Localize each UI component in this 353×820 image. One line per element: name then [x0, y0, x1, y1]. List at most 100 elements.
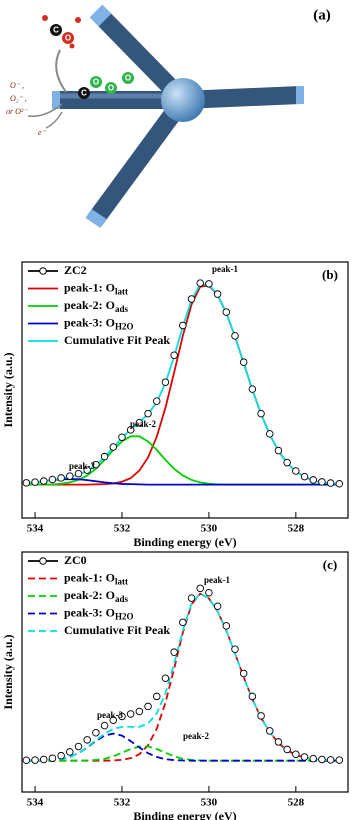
- data-point: [152, 692, 161, 701]
- data-point: [239, 669, 248, 678]
- ion-label: or O²⁻: [6, 107, 28, 116]
- data-point: [318, 755, 326, 764]
- data-point: [292, 467, 300, 475]
- data-point: [74, 742, 83, 751]
- data-point: [100, 721, 109, 730]
- data-point: [283, 458, 291, 467]
- atom: [90, 76, 102, 88]
- data-point: [283, 745, 291, 754]
- data-point: [213, 602, 222, 611]
- data-point: [144, 409, 152, 418]
- legend-label: Cumulative Fit Peak: [64, 333, 170, 347]
- particle: [42, 15, 48, 21]
- data-point: [31, 478, 39, 486]
- data-point: [126, 710, 135, 718]
- data-point: [231, 645, 239, 654]
- x-tick-label: 528: [288, 797, 305, 809]
- x-tick-label: 530: [201, 523, 218, 535]
- data-point: [126, 426, 135, 434]
- data-point: [257, 409, 265, 418]
- data-point: [48, 475, 57, 484]
- data-point: [205, 588, 213, 597]
- x-tick-label: 532: [114, 797, 131, 809]
- atom-symbol: O: [93, 78, 99, 87]
- data-point: [187, 295, 196, 303]
- data-point: [274, 738, 283, 746]
- data-point: [231, 332, 239, 340]
- data-point: [161, 378, 170, 386]
- legend-label: peak-3: OH2O: [64, 315, 134, 331]
- data-point: [66, 472, 74, 480]
- peak-annotation: peak-3: [97, 710, 124, 720]
- data-point: [266, 430, 274, 438]
- data-point: [100, 452, 109, 461]
- particle: [69, 43, 75, 49]
- peak-annotation: peak-3: [69, 461, 96, 471]
- data-point: [309, 754, 317, 763]
- legend-label: peak-1: Olatt: [64, 570, 128, 586]
- panel-label: (b): [322, 267, 338, 282]
- data-point: [179, 321, 187, 330]
- peak-annotation: peak-1: [212, 264, 239, 274]
- data-point: [318, 478, 326, 486]
- x-axis-label: Binding energy (eV): [133, 809, 236, 820]
- data-point: [300, 472, 309, 481]
- atom: [50, 24, 62, 36]
- legend-label: Cumulative Fit Peak: [64, 623, 170, 637]
- schematic: [27, 4, 304, 228]
- peak-annotation: peak-2: [130, 419, 157, 429]
- data-point: [48, 754, 57, 762]
- sphere: [161, 78, 205, 122]
- plot-frame: [21, 551, 349, 793]
- legend-marker: [39, 557, 47, 565]
- data-point: [205, 280, 213, 288]
- atom: [78, 87, 90, 99]
- x-tick-label: 532: [114, 523, 131, 535]
- atom-symbol: O: [65, 34, 71, 43]
- x-axis-label: Binding energy (eV): [133, 535, 236, 549]
- data-point: [170, 648, 178, 656]
- legend-label: peak-3: OH2O: [64, 605, 134, 621]
- legend-marker: [39, 267, 47, 275]
- arrow: [27, 103, 63, 117]
- data-point: [335, 756, 344, 764]
- data-point: [335, 479, 344, 488]
- data-point: [248, 385, 257, 393]
- data-point: [109, 443, 118, 451]
- data-point: [135, 418, 144, 427]
- legend-label: peak-2: Oads: [64, 298, 129, 314]
- legend-label: peak-2: Oads: [64, 588, 129, 604]
- data-point: [248, 692, 257, 701]
- rod-cap: [89, 4, 112, 27]
- legend-label: ZC0: [64, 553, 87, 567]
- atom: [122, 72, 134, 84]
- atom-symbol: C: [53, 26, 59, 35]
- plot-frame: [21, 261, 349, 519]
- data-point: [118, 433, 126, 441]
- data-point: [326, 756, 335, 764]
- y-axis-label: Intensity (a.u.): [1, 634, 15, 709]
- peak-annotation: peak-2: [183, 731, 210, 741]
- data-point: [109, 716, 118, 724]
- data-point: [326, 479, 335, 487]
- arrow: [45, 111, 63, 129]
- data-point: [92, 460, 100, 469]
- x-tick-label: 528: [288, 523, 305, 535]
- fit-curve: [26, 592, 340, 762]
- data-point: [196, 279, 204, 287]
- data-point: [170, 351, 178, 360]
- data-point: [92, 728, 100, 737]
- data-point: [300, 753, 309, 761]
- data-point: [135, 707, 144, 716]
- fit-curve: [26, 732, 340, 762]
- atom-symbol: C: [81, 89, 87, 98]
- data-point: [83, 736, 91, 744]
- x-tick-label: 534: [27, 523, 44, 535]
- nanorod-arm: [87, 94, 191, 226]
- fit-curve: [26, 745, 340, 762]
- chart: 534 532 530 528 Binding energy (eV) Intensity…: [1, 261, 349, 549]
- ion-label: e⁻: [38, 128, 47, 137]
- data-point: [213, 290, 222, 298]
- data-point: [31, 756, 39, 764]
